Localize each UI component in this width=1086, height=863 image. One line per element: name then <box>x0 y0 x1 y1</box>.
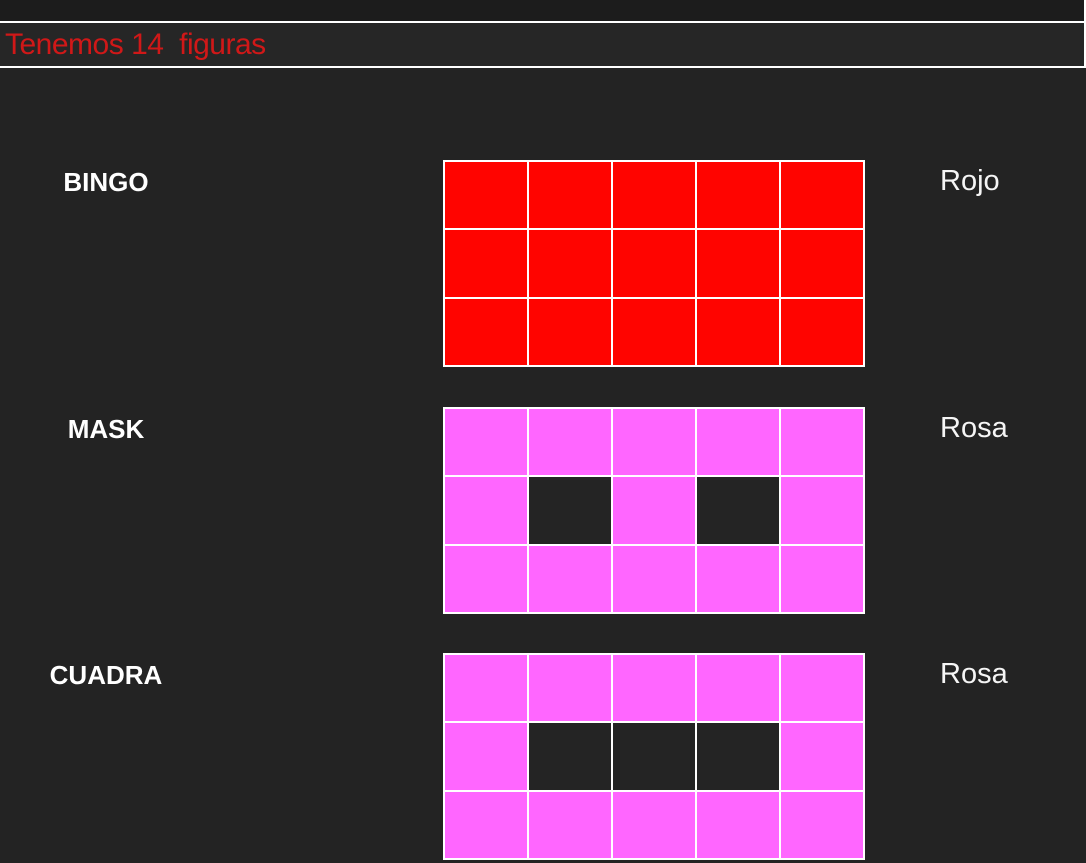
grid-cell-filled <box>529 791 611 858</box>
grid-cell-filled <box>697 230 779 297</box>
header-divider-top <box>0 21 1086 23</box>
figure-name-label: BINGO <box>63 167 149 197</box>
grid-cell-filled <box>445 162 527 229</box>
figure-grid-bingo <box>443 160 865 367</box>
header-divider-bottom <box>0 66 1086 68</box>
grid-cell-filled <box>781 162 863 229</box>
figure-color-label: Rosa <box>940 412 1008 444</box>
grid-cell-filled <box>445 791 527 858</box>
grid-cell-filled <box>445 230 527 297</box>
figure-row-bingo: BINGO Rojo <box>0 160 1086 367</box>
right-edge-line <box>1084 0 1086 68</box>
grid-cell-filled <box>529 230 611 297</box>
figure-name-label: MASK <box>67 414 145 444</box>
grid-cell-filled <box>445 477 527 544</box>
grid-cell-filled <box>781 298 863 365</box>
figure-color-label: Rojo <box>940 165 1000 197</box>
grid-cell-filled <box>781 409 863 476</box>
grid-cell-filled <box>781 655 863 722</box>
figure-row-cuadra: CUADRA Rosa <box>0 653 1086 860</box>
grid-cell-empty <box>697 723 779 790</box>
grid-cell-filled <box>445 655 527 722</box>
grid-cell-filled <box>697 655 779 722</box>
grid-cell-filled <box>697 545 779 612</box>
grid-cell-filled <box>781 723 863 790</box>
grid-cell-filled <box>445 545 527 612</box>
figure-name-label: CUADRA <box>49 660 163 690</box>
grid-cell-empty <box>529 477 611 544</box>
grid-cell-filled <box>613 409 695 476</box>
grid-cell-filled <box>697 298 779 365</box>
grid-cell-filled <box>781 230 863 297</box>
grid-cell-empty <box>613 723 695 790</box>
grid-cell-filled <box>445 723 527 790</box>
grid-cell-filled <box>529 409 611 476</box>
figure-grid-mask <box>443 407 865 614</box>
grid-cell-filled <box>697 162 779 229</box>
grid-cell-filled <box>529 655 611 722</box>
top-strip <box>0 0 1086 21</box>
grid-cell-filled <box>613 545 695 612</box>
grid-cell-filled <box>697 791 779 858</box>
figure-row-mask: MASK Rosa <box>0 407 1086 614</box>
page-title: Tenemos 14 figuras <box>5 28 266 61</box>
figure-color-label: Rosa <box>940 658 1008 690</box>
figure-grid-cuadra <box>443 653 865 860</box>
grid-cell-filled <box>529 298 611 365</box>
grid-cell-filled <box>613 791 695 858</box>
grid-cell-filled <box>613 477 695 544</box>
header-banner: Tenemos 14 figuras <box>0 23 1086 66</box>
grid-cell-filled <box>613 655 695 722</box>
grid-cell-filled <box>529 545 611 612</box>
grid-cell-filled <box>613 230 695 297</box>
grid-cell-filled <box>445 298 527 365</box>
grid-cell-filled <box>781 791 863 858</box>
grid-cell-filled <box>697 409 779 476</box>
grid-cell-filled <box>781 477 863 544</box>
grid-cell-filled <box>529 162 611 229</box>
grid-cell-empty <box>529 723 611 790</box>
grid-cell-filled <box>613 298 695 365</box>
grid-cell-filled <box>445 409 527 476</box>
grid-cell-empty <box>697 477 779 544</box>
grid-cell-filled <box>613 162 695 229</box>
grid-cell-filled <box>781 545 863 612</box>
